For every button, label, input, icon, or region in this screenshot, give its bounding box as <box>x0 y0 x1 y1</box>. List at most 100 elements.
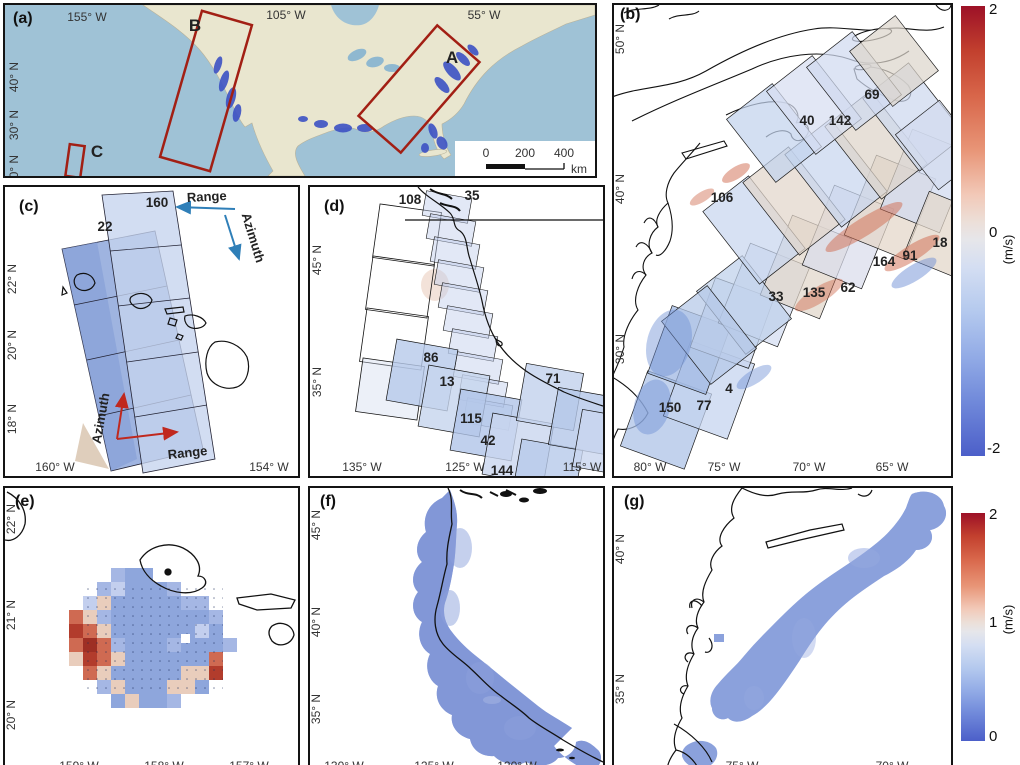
molokai-island <box>164 306 185 315</box>
lon-tick: 65° W <box>876 460 909 474</box>
oahu-lake <box>164 568 172 576</box>
positive-anomaly-patch <box>421 269 449 301</box>
scalebar-tick: 0 <box>483 146 490 160</box>
lat-tick: 35° N <box>310 694 323 724</box>
coastline <box>405 187 603 407</box>
region-box-label-A: A <box>446 48 458 67</box>
colorbar-tick: 0 <box>989 224 998 241</box>
grid-cell <box>125 694 139 708</box>
lon-tick: 125° W <box>445 460 485 474</box>
coastline <box>667 488 873 765</box>
molokai-island <box>236 593 296 611</box>
ascending-track-numbers: 106 33 135 62 164 91 18 4 77 150 <box>659 190 948 415</box>
track-number: 69 <box>864 87 879 102</box>
kauai-island <box>5 491 26 542</box>
velocity-anomaly-streaks <box>633 163 940 435</box>
track-number: 71 <box>545 371 561 386</box>
lon-tick: 70° W <box>876 759 909 765</box>
scale-bar: 0 200 400 km <box>455 141 595 176</box>
lon-tick: 75° W <box>726 759 759 765</box>
lon-tick: 158° W <box>144 759 184 765</box>
colorbar-tick: 0 <box>989 728 998 745</box>
track-number: 35 <box>464 188 480 203</box>
lon-tick: 120° W <box>497 759 537 765</box>
region-box-B <box>158 9 254 173</box>
scalebar-unit: km <box>571 162 587 176</box>
panel-label: (f) <box>320 493 336 510</box>
grid-cell <box>139 694 153 708</box>
track-number: 86 <box>423 350 439 365</box>
lat-tick: 35° N <box>614 674 627 704</box>
grid-cell <box>111 694 125 708</box>
lat-tick: 20° N <box>5 700 18 730</box>
lon-tick: 105° W <box>266 8 306 22</box>
lon-tick: 155° W <box>67 10 107 24</box>
niihau-island <box>61 285 68 296</box>
track-number: 150 <box>659 400 682 415</box>
lanai-island <box>268 622 295 646</box>
ascending-track-numbers: 108 35 <box>399 188 480 207</box>
track-number: 77 <box>696 398 711 413</box>
panel-label: (g) <box>624 493 644 510</box>
oahu-island <box>129 292 153 310</box>
track-number: 106 <box>711 190 734 205</box>
lon-tick: 154° W <box>249 460 289 474</box>
north-america-landmass <box>142 5 595 176</box>
grid-cell <box>125 568 139 582</box>
data-frames <box>385 338 603 476</box>
lanai-island <box>167 317 178 327</box>
lat-tick: 22° N <box>5 264 19 294</box>
grid-cell <box>69 652 83 666</box>
lon-tick: 80° W <box>634 460 667 474</box>
region-boxes <box>63 9 482 176</box>
lat-tick: 30° N <box>7 110 21 140</box>
scalebar-tick: 400 <box>554 146 574 160</box>
track-number: 40 <box>799 113 814 128</box>
panel-label: (e) <box>15 493 35 510</box>
lon-tick: 135° W <box>342 460 382 474</box>
lat-tick: 40° N <box>614 174 627 204</box>
panel-c-hawaii-swaths: (c) 22 160 Range Azimuth Azimuth Range 2… <box>3 185 300 478</box>
grid-cell <box>153 694 167 708</box>
lat-tick: 21° N <box>5 600 18 630</box>
lon-tick: 55° W <box>468 8 501 22</box>
panel-g-east-coast-gridded-map: (g) 40° N 35° N 75° W 70° W <box>612 486 953 765</box>
panel-label: (d) <box>324 198 344 215</box>
colorbar-tick: 2 <box>989 1 998 18</box>
panel-d-west-coast-swaths: (d) 108 35 86 13 115 42 144 71 45° N 35°… <box>308 185 605 478</box>
lat-tick: 50° N <box>614 24 627 54</box>
descending-swath-160 <box>101 190 216 474</box>
island-outlines <box>5 491 296 646</box>
region-box-A <box>356 23 482 155</box>
lat-tick: 40° N <box>310 607 323 637</box>
coastline <box>434 488 603 763</box>
lat-tick: 22° N <box>5 504 18 534</box>
observation-dots <box>83 582 223 694</box>
panel-label: (c) <box>19 198 39 215</box>
track-number: 135 <box>803 285 826 300</box>
lon-tick: 157° W <box>229 759 269 765</box>
big-island <box>205 340 250 389</box>
lon-tick: 125° W <box>414 759 454 765</box>
grid-cell <box>139 568 153 582</box>
track-number: 164 <box>873 254 896 269</box>
bay-patch <box>714 634 724 642</box>
lat-tick: 18° N <box>5 404 19 434</box>
colorbar-bottom <box>961 513 985 741</box>
hawaiian-islands <box>61 272 250 389</box>
panel-e-hawaii-gridded-map: (e) 22° N 21° N 20° N 159° W 158° W 157°… <box>3 486 300 765</box>
panel-f-west-coast-gridded-map: (f) 45° N 40° N 35° N 130° W 125° W 120°… <box>308 486 605 765</box>
descending-track-numbers: 40 142 69 <box>799 87 879 128</box>
coastal-marks <box>500 488 575 760</box>
panel-b-east-coast-swaths: (b) 40 142 69 106 33 135 62 164 91 18 4 … <box>612 3 953 478</box>
track-number: 33 <box>768 289 784 304</box>
track-number: 18 <box>932 235 948 250</box>
panel-a-overview-map: B A C (a) 155° W 105° W 55° W 40° N 30° … <box>3 3 597 178</box>
lat-tick: 45° N <box>310 510 323 540</box>
colorbar-tick: 1 <box>989 614 998 631</box>
lon-tick: 115° W <box>563 460 602 474</box>
lon-tick: 70° W <box>793 460 826 474</box>
lat-tick: 35° N <box>310 367 324 397</box>
hudson-bay <box>331 5 379 26</box>
